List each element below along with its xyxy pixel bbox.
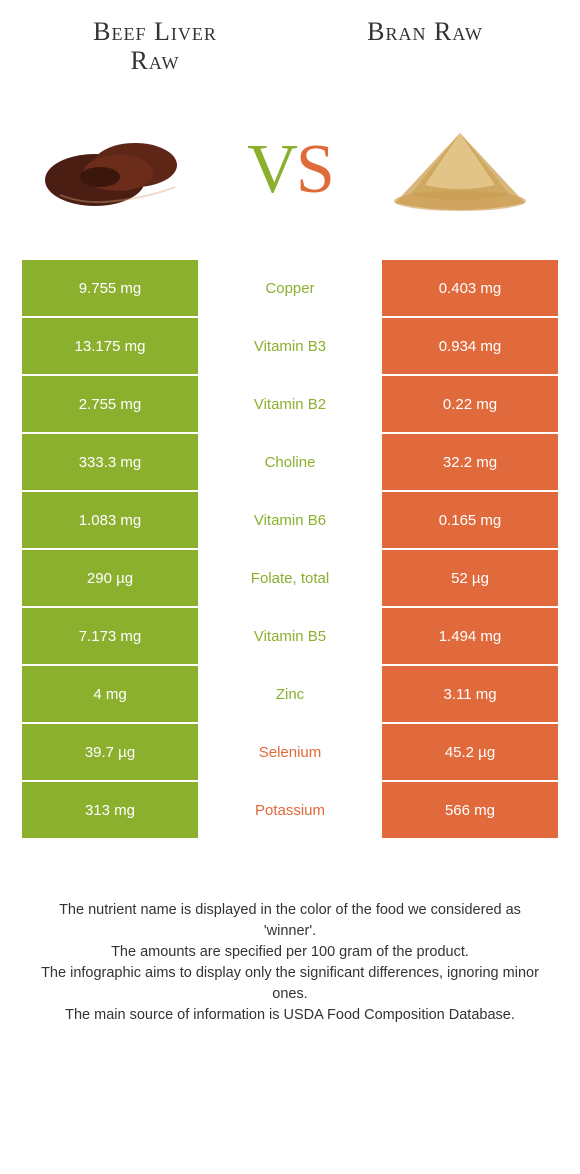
nutrient-name: Vitamin B2 [200,376,380,432]
nutrient-name: Vitamin B5 [200,608,380,664]
value-right: 0.403 mg [380,260,560,316]
title-left: Beef Liver Raw [20,18,290,75]
value-right: 32.2 mg [380,434,560,490]
value-right: 3.11 mg [380,666,560,722]
table-row: 13.175 mgVitamin B30.934 mg [20,318,560,376]
nutrient-name: Vitamin B6 [200,492,380,548]
footer-notes: The nutrient name is displayed in the co… [0,840,580,1026]
value-left: 333.3 mg [20,434,200,490]
value-left: 9.755 mg [20,260,200,316]
nutrient-name: Choline [200,434,380,490]
table-row: 2.755 mgVitamin B20.22 mg [20,376,560,434]
table-row: 1.083 mgVitamin B60.165 mg [20,492,560,550]
value-right: 45.2 µg [380,724,560,780]
nutrient-name: Selenium [200,724,380,780]
value-right: 1.494 mg [380,608,560,664]
title-right-text: Bran Raw [367,17,483,46]
nutrient-name: Copper [200,260,380,316]
value-left: 2.755 mg [20,376,200,432]
value-right: 0.934 mg [380,318,560,374]
bran-image [380,125,540,215]
title-right: Bran Raw [290,18,560,75]
value-left: 1.083 mg [20,492,200,548]
nutrient-name: Vitamin B3 [200,318,380,374]
footer-line-4: The main source of information is USDA F… [35,1005,545,1026]
titles-row: Beef Liver Raw Bran Raw [0,0,580,85]
beef-liver-image [40,125,200,215]
nutrient-table: 9.755 mgCopper0.403 mg13.175 mgVitamin B… [20,260,560,840]
images-row: VS [0,85,580,250]
footer-line-1: The nutrient name is displayed in the co… [35,900,545,942]
value-right: 0.22 mg [380,376,560,432]
footer-line-2: The amounts are specified per 100 gram o… [35,942,545,963]
nutrient-name: Folate, total [200,550,380,606]
value-right: 52 µg [380,550,560,606]
footer-line-3: The infographic aims to display only the… [35,963,545,1005]
table-row: 4 mgZinc3.11 mg [20,666,560,724]
vs-s: S [296,131,333,208]
value-left: 13.175 mg [20,318,200,374]
table-row: 313 mgPotassium566 mg [20,782,560,840]
table-row: 39.7 µgSelenium45.2 µg [20,724,560,782]
table-row: 333.3 mgCholine32.2 mg [20,434,560,492]
table-row: 7.173 mgVitamin B51.494 mg [20,608,560,666]
value-right: 566 mg [380,782,560,838]
value-left: 4 mg [20,666,200,722]
value-left: 7.173 mg [20,608,200,664]
value-left: 313 mg [20,782,200,838]
nutrient-name: Potassium [200,782,380,838]
title-left-line2: Raw [131,46,180,75]
title-left-line1: Beef Liver [93,17,217,46]
nutrient-name: Zinc [200,666,380,722]
value-left: 39.7 µg [20,724,200,780]
table-row: 9.755 mgCopper0.403 mg [20,260,560,318]
vs-label: VS [247,130,333,210]
table-row: 290 µgFolate, total52 µg [20,550,560,608]
value-right: 0.165 mg [380,492,560,548]
vs-v: V [247,131,296,208]
value-left: 290 µg [20,550,200,606]
